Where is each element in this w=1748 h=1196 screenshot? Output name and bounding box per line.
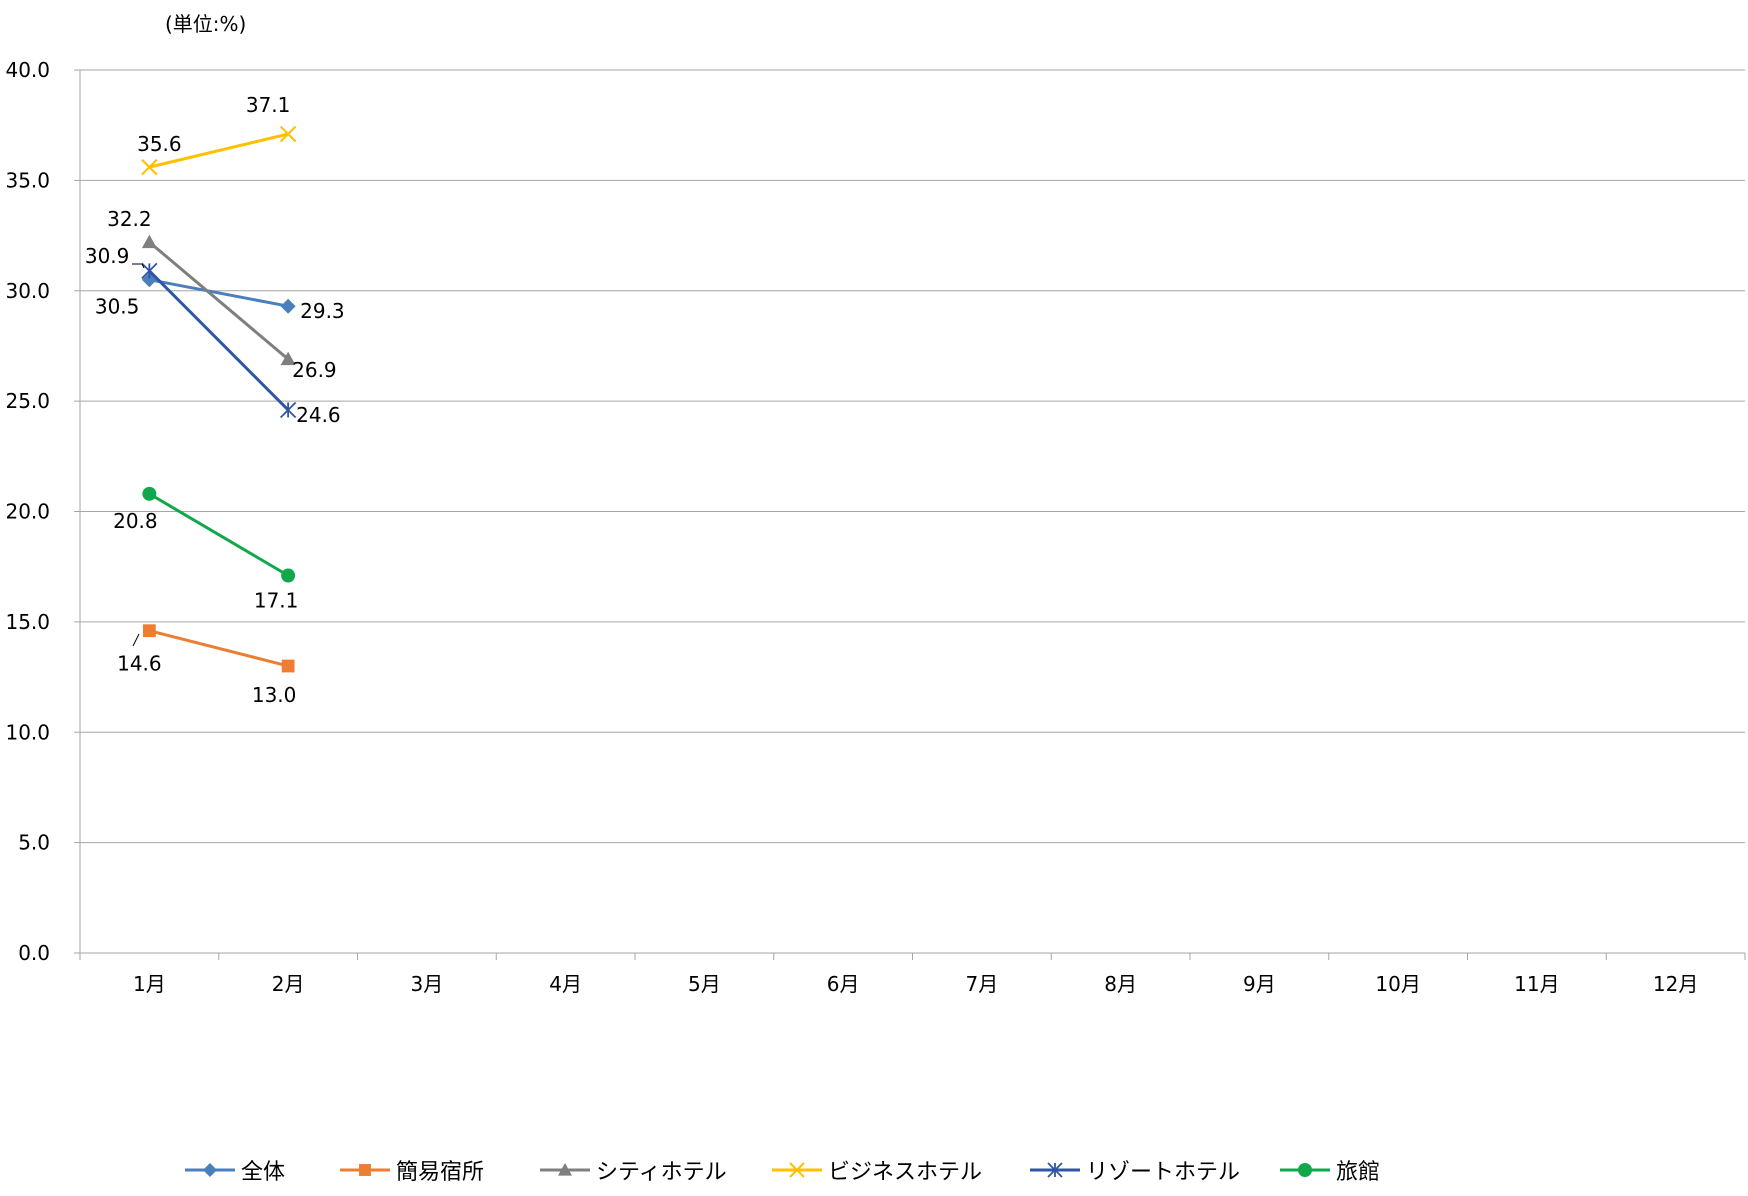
- series-5: 20.8 17.1: [113, 486, 299, 613]
- legend-swatch: [1030, 1162, 1080, 1178]
- series-line: [149, 629, 289, 668]
- data-label: 30.5: [95, 295, 140, 319]
- y-tick-label: 35.0: [5, 168, 50, 192]
- data-point: [142, 486, 157, 501]
- unit-label: (単位:%): [165, 12, 247, 36]
- y-tick-label: 25.0: [5, 389, 50, 413]
- series-3: 35.6 37.1: [137, 93, 297, 176]
- data-point: [143, 624, 156, 638]
- series-line: [148, 241, 290, 361]
- chart-legend: 全体 簡易宿所 シティホテル ビジネスホテル リゾートホテル 旅館: [0, 1150, 1748, 1190]
- data-point: [280, 351, 296, 366]
- y-tick-label: 15.0: [5, 610, 50, 634]
- x-tick-label: 3月: [411, 972, 444, 996]
- series-line: [148, 269, 290, 412]
- legend-label: リゾートホテル: [1086, 1160, 1241, 1185]
- data-label: 13.0: [252, 683, 297, 707]
- y-tick-label: 40.0: [5, 58, 50, 82]
- legend-swatch: [772, 1162, 822, 1178]
- data-label: 14.6: [117, 652, 162, 676]
- data-label: 26.9: [292, 358, 337, 382]
- data-label: 37.1: [246, 93, 291, 117]
- data-point: [279, 401, 297, 419]
- legend-swatch: [340, 1164, 390, 1176]
- legend-label: シティホテル: [596, 1160, 727, 1185]
- y-tick-label: 30.0: [5, 279, 50, 303]
- leader-line: [132, 633, 140, 647]
- data-point: [281, 568, 296, 583]
- data-point: [281, 659, 295, 673]
- x-tick-label: 4月: [549, 972, 582, 996]
- legend-label: 全体: [241, 1160, 286, 1185]
- y-tick-label: 5.0: [18, 831, 50, 855]
- legend-swatch: [1280, 1163, 1330, 1177]
- y-tick-label: 20.0: [5, 500, 50, 524]
- legend-item: ビジネスホテル: [772, 1150, 982, 1190]
- data-label: 20.8: [113, 509, 158, 533]
- series-line: [148, 492, 289, 577]
- series-1: 14.6 13.0: [117, 624, 296, 707]
- data-point: [279, 125, 297, 143]
- legend-swatch: [540, 1163, 590, 1176]
- legend-swatch: [185, 1163, 235, 1177]
- legend-label: 簡易宿所: [396, 1160, 485, 1185]
- data-point: [141, 234, 157, 249]
- y-tick-label: 10.0: [5, 720, 50, 744]
- data-point: [141, 158, 158, 176]
- data-point: [280, 298, 296, 314]
- x-tick-label: 7月: [966, 972, 999, 996]
- legend-item: 旅館: [1280, 1150, 1380, 1190]
- legend-item: シティホテル: [540, 1150, 727, 1190]
- y-tick-label: 0.0: [18, 941, 50, 965]
- x-tick-label: 8月: [1104, 972, 1137, 996]
- x-tick-label: 1月: [133, 972, 166, 996]
- x-tick-label: 11月: [1514, 972, 1559, 996]
- line-chart: 0.0 5.0 10.0 15.0 20.0 25.0 30.0 35.0 40.0 1月 2月 3月…: [5, 58, 1746, 996]
- data-label: 30.9: [85, 244, 130, 268]
- series-4: 30.9 24.6: [85, 244, 341, 427]
- legend-label: 旅館: [1336, 1160, 1381, 1185]
- legend-item: 簡易宿所: [340, 1150, 484, 1190]
- series-line: [149, 132, 289, 169]
- data-label: 35.6: [137, 132, 182, 156]
- x-tick-label: 6月: [827, 972, 860, 996]
- data-label: 24.6: [296, 403, 341, 427]
- x-tick-label: 12月: [1653, 972, 1698, 996]
- leader-line: [141, 263, 145, 269]
- legend-label: ビジネスホテル: [828, 1160, 983, 1185]
- series-line: [149, 278, 289, 308]
- data-label: 17.1: [254, 589, 299, 613]
- legend-item: リゾートホテル: [1030, 1150, 1240, 1190]
- data-label: 32.2: [107, 207, 152, 231]
- x-tick-label: 10月: [1375, 972, 1420, 996]
- data-point: [141, 262, 158, 280]
- x-tick-label: 2月: [272, 972, 305, 996]
- series-2: 32.2 26.9: [107, 207, 337, 382]
- x-tick-label: 5月: [688, 972, 721, 996]
- series-0: 30.5 29.3: [95, 272, 345, 323]
- data-label: 29.3: [300, 299, 345, 323]
- x-tick-label: 9月: [1243, 972, 1276, 996]
- legend-item: 全体: [185, 1150, 285, 1190]
